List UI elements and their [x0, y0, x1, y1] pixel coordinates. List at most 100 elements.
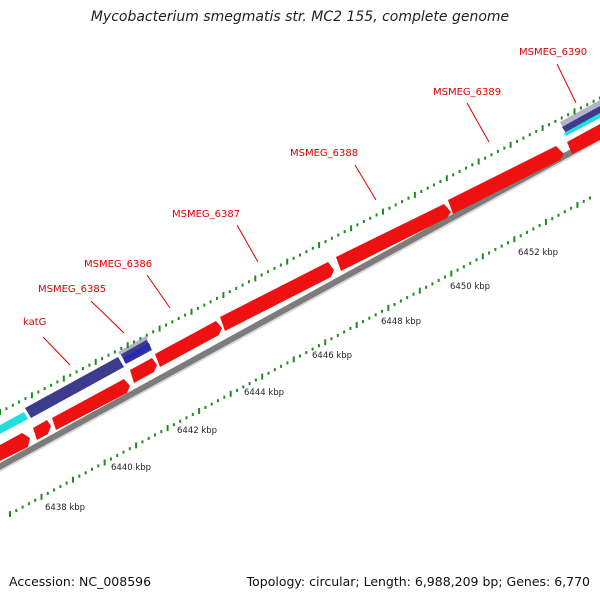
gene-arrow-small-a [33, 420, 51, 440]
scale-tick [563, 210, 566, 214]
accession-label: Accession: NC_008596 [9, 574, 152, 589]
outer-tick [509, 141, 512, 148]
outer-tick [394, 203, 397, 207]
scale-tick [317, 344, 320, 348]
scale-tick [91, 467, 93, 471]
feature-blue-strip [123, 343, 151, 363]
scale-tick [362, 320, 364, 324]
outer-tick [286, 258, 289, 265]
outer-tick [18, 400, 21, 404]
scale-label-6448: 6448 kbp [381, 317, 421, 327]
scale-tick [261, 373, 264, 380]
backbone-highlight [0, 140, 600, 472]
outer-tick [254, 275, 257, 282]
outer-tick [203, 303, 206, 307]
scale-labels: 6438 kbp 6440 kbp 6442 kbp 6444 kbp 6446… [45, 248, 558, 513]
scale-tick [185, 416, 188, 420]
outer-tick [369, 216, 372, 220]
outer-tick [101, 357, 104, 361]
outer-tick [267, 270, 270, 274]
scale-tick [456, 268, 459, 272]
scale-tick [444, 275, 446, 279]
scale-tick [267, 371, 270, 375]
gene-label-katG: katG [23, 317, 46, 328]
gene-arrow-6390 [567, 124, 600, 154]
scale-tick [355, 322, 358, 329]
outer-tick [592, 99, 595, 103]
scale-tick [349, 327, 352, 330]
feature-navy-katG [25, 357, 124, 418]
outer-tick [75, 370, 78, 374]
scale-tick [450, 270, 453, 277]
scale-tick [122, 450, 125, 454]
gene-label-6386: MSMEG_6386 [84, 259, 152, 270]
outer-tick [222, 292, 225, 299]
outer-tick [50, 383, 53, 387]
outer-tick [484, 156, 487, 160]
outer-tick [522, 136, 525, 140]
scale-tick [412, 292, 415, 296]
scale-tick [9, 511, 11, 517]
outer-tick [158, 325, 161, 332]
outer-tick [273, 266, 276, 270]
gene-arrow-6388 [336, 204, 451, 271]
scale-tick [381, 309, 383, 313]
scale-tick [507, 241, 509, 245]
outer-tick [413, 191, 416, 198]
scale-tick [570, 206, 573, 210]
outer-tick [120, 347, 123, 350]
scale-tick [330, 337, 333, 341]
outer-tick [228, 290, 231, 294]
scale-tick [72, 476, 74, 483]
outer-tick [247, 280, 250, 284]
scale-tick [475, 258, 478, 262]
gene-arrow-6386 [155, 321, 222, 367]
scale-tick [324, 339, 327, 346]
outer-tick [62, 375, 65, 382]
scale-tick [393, 303, 396, 306]
scale-tick [544, 219, 547, 225]
gene-arrow-6389 [448, 146, 564, 214]
outer-tick [388, 206, 391, 210]
feature-gray-6385 [118, 336, 148, 355]
outer-tick [235, 286, 238, 290]
outer-tick [292, 256, 295, 260]
outer-tick [184, 313, 187, 317]
outer-tick [465, 166, 467, 170]
outer-tick [324, 240, 327, 244]
outer-tick [279, 263, 282, 267]
scale-tick [223, 395, 226, 399]
scale-tick-marks [9, 196, 591, 517]
outer-tick [196, 306, 199, 310]
scale-tick [21, 505, 24, 509]
feature-cyan-track [0, 412, 28, 434]
map-title: Mycobacterium smegmatis str. MC2 155, co… [90, 9, 510, 25]
outer-tick [24, 397, 27, 401]
scale-tick [27, 502, 30, 506]
scale-tick [141, 440, 144, 444]
outer-tick [350, 225, 353, 232]
scale-tick [204, 406, 207, 409]
outer-tick [528, 133, 531, 137]
leader-6385 [90, 300, 125, 334]
gene-arrow-leftmost [0, 433, 30, 461]
outer-tick [554, 119, 557, 123]
outer-tick [445, 175, 448, 182]
scale-tick [513, 236, 516, 243]
outer-tick [567, 113, 570, 117]
gene-arrow-6387 [220, 262, 334, 331]
gene-arrow-track [0, 124, 600, 461]
outer-tick [30, 392, 33, 399]
scale-tick [103, 459, 106, 466]
genome-stats-label: Topology: circular; Length: 6,988,209 bp… [246, 574, 590, 589]
outer-tick [126, 342, 129, 349]
leader-6386 [146, 274, 171, 309]
outer-tick [330, 236, 333, 240]
outer-tick [458, 170, 461, 173]
leader-6387 [236, 224, 259, 263]
scale-tick [236, 388, 238, 392]
outer-tick [420, 190, 423, 193]
scale-tick [305, 351, 308, 355]
outer-tick [190, 308, 193, 315]
